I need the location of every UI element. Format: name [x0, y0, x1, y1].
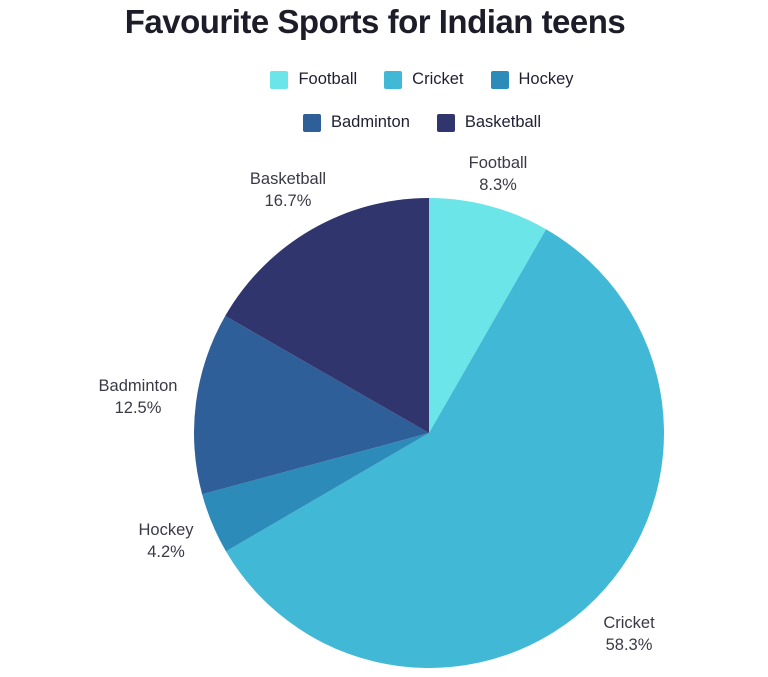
legend-row-1: Football Cricket Hockey	[270, 70, 574, 89]
chart-title: Favourite Sports for Indian teens	[124, 3, 626, 40]
pie-label-hockey: Hockey 4.2%	[138, 519, 193, 563]
legend-label-badminton: Badminton	[330, 113, 410, 131]
legend-item-football: Football	[270, 70, 357, 89]
legend-label-cricket: Cricket	[412, 70, 464, 88]
pie-label-football: Football 8.3%	[469, 152, 528, 196]
pie-slice-basketball	[225, 198, 429, 433]
pie-label-name-hockey: Hockey	[138, 521, 194, 539]
legend-swatch-cricket	[384, 70, 403, 89]
pie-label-percent-hockey: 4.2%	[147, 543, 185, 561]
pie-slice-badminton	[194, 315, 429, 495]
legend-item-badminton: Badminton	[302, 113, 410, 132]
legend-label-basketball: Basketball	[464, 113, 542, 131]
pie-label-percent-football: 8.3%	[479, 176, 517, 194]
legend-item-basketball: Basketball	[436, 113, 542, 132]
pie-label-badminton: Badminton 12.5%	[99, 375, 178, 419]
pie-slice-football	[429, 198, 547, 433]
pie-label-name-football: Football	[468, 154, 528, 172]
pie-label-name-basketball: Basketball	[249, 170, 327, 188]
pie-label-percent-cricket: 58.3%	[605, 636, 653, 654]
legend-item-cricket: Cricket	[384, 70, 464, 89]
pie-chart	[194, 198, 664, 668]
pie-label-name-badminton: Badminton	[98, 377, 178, 395]
legend-item-hockey: Hockey	[490, 70, 574, 89]
pie-label-basketball: Basketball 16.7%	[250, 168, 326, 212]
legend-swatch-football	[270, 70, 289, 89]
pie-label-name-cricket: Cricket	[603, 614, 655, 632]
legend-swatch-badminton	[302, 113, 321, 132]
chart-legend: Football Cricket Hockey Badminton Basketball	[47, 70, 768, 132]
pie-label-percent-basketball: 16.7%	[264, 192, 312, 210]
pie-label-percent-badminton: 12.5%	[114, 399, 162, 417]
pie-slice-cricket	[225, 229, 664, 668]
pie-slice-hockey	[202, 433, 429, 552]
legend-label-hockey: Hockey	[518, 70, 574, 88]
legend-swatch-basketball	[436, 113, 455, 132]
pie-label-cricket: Cricket 58.3%	[603, 612, 654, 656]
legend-label-football: Football	[298, 70, 358, 88]
legend-row-2: Badminton Basketball	[302, 113, 542, 132]
legend-swatch-hockey	[490, 70, 509, 89]
